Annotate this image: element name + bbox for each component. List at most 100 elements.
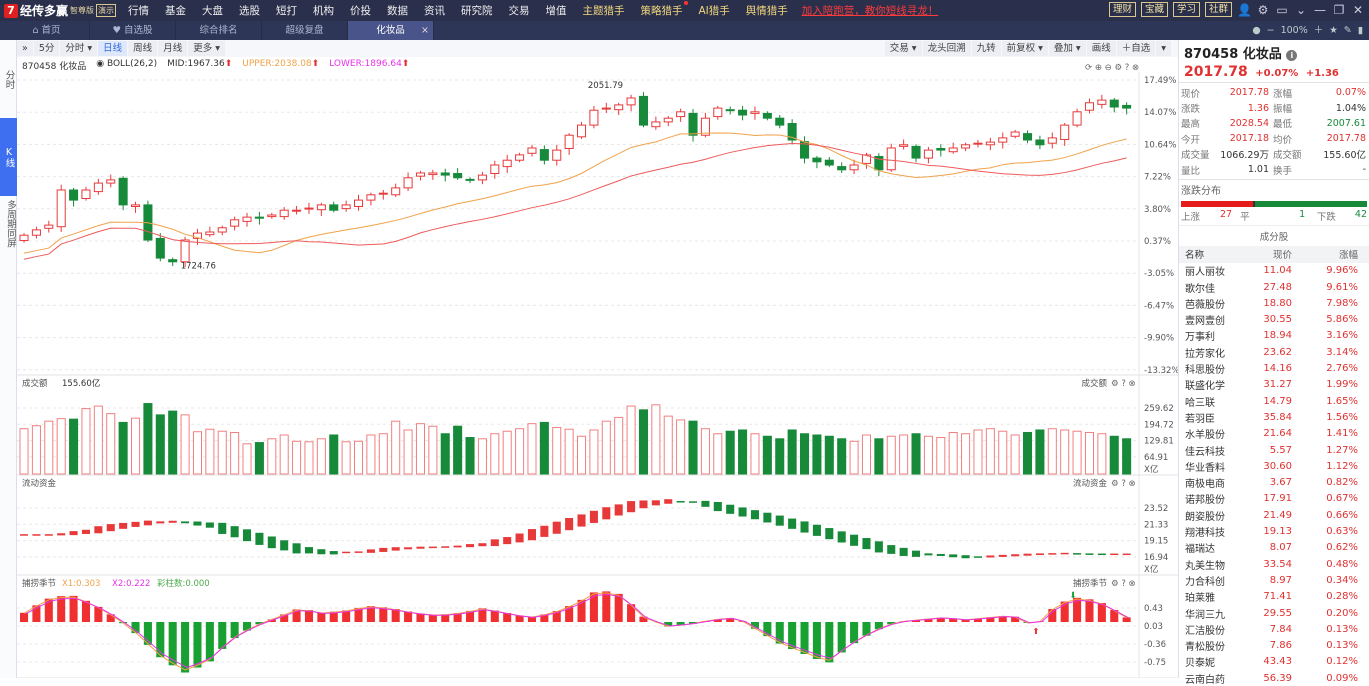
menu-item[interactable]: 数据 <box>387 3 408 18</box>
menu-item[interactable]: 大盘 <box>202 3 223 18</box>
vtab-kline[interactable]: K线 <box>0 118 17 196</box>
toolbar-button[interactable]: 龙头回溯 <box>923 41 971 56</box>
volume-bar <box>305 442 313 474</box>
menu-item[interactable]: 行情 <box>128 3 149 18</box>
indicator-name[interactable]: ◉ BOLL(26,2) <box>96 59 157 72</box>
col-price[interactable]: 现价 <box>1247 247 1292 261</box>
period-button[interactable]: 周线 <box>128 41 157 56</box>
stock-name: 壹网壹创 <box>1185 312 1247 327</box>
window-layout-icon[interactable]: ▭ <box>1275 3 1289 17</box>
toolbar-button[interactable]: ▾ <box>1156 41 1171 56</box>
menu-item[interactable]: 基金 <box>165 3 186 18</box>
panel-icon[interactable]: ▮ <box>1358 21 1363 40</box>
vtab-timeshare[interactable]: 分时 <box>0 40 17 118</box>
info-icon[interactable]: i <box>1286 50 1297 61</box>
zoom-out-icon[interactable]: − <box>1267 21 1275 40</box>
menu-item-hunter[interactable]: 主题猎手 <box>583 3 625 18</box>
star-icon[interactable]: ★ <box>1329 21 1338 40</box>
chevron-down-icon[interactable]: ⌄ <box>1294 3 1308 17</box>
volume-bar <box>516 429 524 474</box>
menu-item[interactable]: 增值 <box>546 3 567 18</box>
edition-label: 智尊版 <box>70 5 94 16</box>
menu-item[interactable]: 资讯 <box>424 3 445 18</box>
menu-item[interactable]: 机构 <box>313 3 334 18</box>
gear-icon[interactable]: ⚙ <box>1256 3 1270 17</box>
menu-item[interactable]: 价投 <box>350 3 371 18</box>
menu-item[interactable]: 交易 <box>509 3 530 18</box>
menu-item[interactable]: 选股 <box>239 3 260 18</box>
menu-item[interactable]: 研究院 <box>461 3 493 18</box>
period-button[interactable]: 月线 <box>158 41 187 56</box>
vtab-multi-period[interactable]: 多周期同屏 <box>0 196 17 252</box>
period-button[interactable]: 5分 <box>34 41 60 56</box>
top-button[interactable]: 理财 <box>1109 2 1136 17</box>
liquidity-mark <box>726 505 734 514</box>
top-button[interactable]: 社群 <box>1205 2 1232 17</box>
period-button[interactable]: 分时 ▾ <box>60 41 97 56</box>
toolbar-button[interactable]: 九转 <box>972 41 1001 56</box>
period-button[interactable]: 日线 <box>98 41 127 56</box>
tab[interactable]: ♥ 自选股 <box>90 21 176 40</box>
tab[interactable]: 超级复盘 <box>262 21 348 40</box>
toolbar-button[interactable]: 画线 <box>1087 41 1116 56</box>
restore-icon[interactable]: ❐ <box>1332 3 1346 17</box>
pen-icon[interactable]: ✎ <box>1344 21 1352 40</box>
menu-item-hunter[interactable]: 策略猎手 <box>641 3 683 18</box>
kline-chart[interactable]: 17.49%14.07%10.64%7.22%3.80%0.37%-3.05%-… <box>17 57 1178 678</box>
minimize-icon[interactable]: — <box>1313 3 1327 17</box>
sell-signal-icon: ⬇ <box>1069 591 1076 601</box>
top-button[interactable]: 宝藏 <box>1141 2 1168 17</box>
oscillator-bar <box>70 596 78 622</box>
volume-bar <box>763 436 771 474</box>
toolbar-button[interactable]: 交易 ▾ <box>885 41 922 56</box>
promo-link[interactable]: 加入陪跑营，教你短线寻龙！ <box>802 3 939 18</box>
col-name[interactable]: 名称 <box>1185 247 1247 261</box>
user-icon[interactable]: 👤 <box>1237 3 1251 17</box>
top-button[interactable]: 学习 <box>1173 2 1200 17</box>
menu-item[interactable]: 短打 <box>276 3 297 18</box>
toolbar-button[interactable]: 叠加 ▾ <box>1049 41 1086 56</box>
tab[interactable]: 综合排名 <box>176 21 262 40</box>
col-change[interactable]: 涨幅 <box>1292 247 1358 261</box>
toolbar-button[interactable]: ＋自选 <box>1117 41 1156 56</box>
collapse-icon[interactable]: » <box>17 41 33 56</box>
toolbar-button[interactable]: 前复权 ▾ <box>1002 41 1048 56</box>
menu-item-hunter[interactable]: 舆情猎手 <box>746 3 788 18</box>
close-icon[interactable]: ✕ <box>1351 3 1365 17</box>
period-button[interactable]: 更多 ▾ <box>188 41 225 56</box>
info-icon[interactable]: ● <box>1252 21 1260 40</box>
liquidity-mark <box>639 500 647 508</box>
close-tab-icon[interactable]: × <box>421 21 429 40</box>
menu-item-hunter[interactable]: AI猎手 <box>699 3 730 18</box>
tab[interactable]: ⌂ 首页 <box>4 21 90 40</box>
volume-bar <box>677 420 685 474</box>
tab[interactable]: 化妆品× <box>348 21 434 40</box>
zoom-in-icon[interactable]: ＋ <box>1314 21 1324 40</box>
